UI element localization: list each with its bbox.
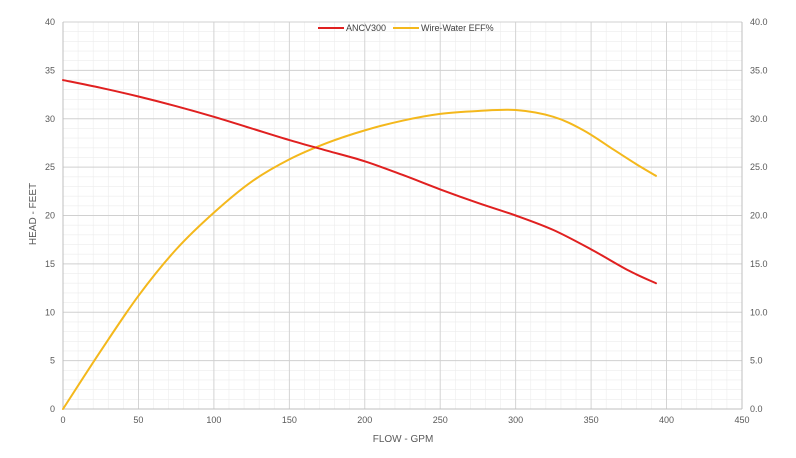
y2-tick-label: 30.0: [750, 114, 768, 124]
y2-tick-label: 15.0: [750, 259, 768, 269]
axes: 0 50 100 150 200 250 300 350 400 450 0 5 10 15 20 25 30 3…: [45, 17, 768, 425]
y2-tick-label: 10.0: [750, 307, 768, 317]
x-tick-label: 300: [508, 415, 523, 425]
y-tick-label: 30: [45, 114, 55, 124]
x-tick-label: 350: [584, 415, 599, 425]
y2-tick-label: 0.0: [750, 404, 763, 414]
y2-tick-label: 40.0: [750, 17, 768, 27]
y-tick-label: 5: [50, 356, 55, 366]
y-tick-label: 35: [45, 65, 55, 75]
legend: ANCV300 Wire-Water EFF%: [318, 23, 494, 33]
x-tick-label: 100: [206, 415, 221, 425]
y2-tick-label: 25.0: [750, 162, 768, 172]
series-lines: [62, 79, 657, 410]
x-tick-label: 450: [734, 415, 749, 425]
series-line-wire-water-eff: [62, 108, 657, 410]
y2-tick-label: 20.0: [750, 211, 768, 221]
legend-label: ANCV300: [346, 23, 386, 33]
y-tick-label: 10: [45, 307, 55, 317]
x-tick-label: 200: [357, 415, 372, 425]
x-tick-label: 250: [433, 415, 448, 425]
y2-tick-label: 35.0: [750, 65, 768, 75]
x-axis-title: FLOW - GPM: [373, 434, 434, 445]
y-tick-label: 15: [45, 259, 55, 269]
y-tick-label: 25: [45, 162, 55, 172]
y-tick-label: 20: [45, 211, 55, 221]
series-line-ancv300: [62, 79, 657, 285]
y-tick-label: 0: [50, 404, 55, 414]
x-tick-label: 0: [60, 415, 65, 425]
y2-tick-label: 5.0: [750, 356, 763, 366]
y-tick-label: 40: [45, 17, 55, 27]
x-tick-label: 150: [282, 415, 297, 425]
x-tick-label: 400: [659, 415, 674, 425]
legend-label: Wire-Water EFF%: [421, 23, 494, 33]
x-tick-label: 50: [133, 415, 143, 425]
y-axis-title: HEAD - FEET: [28, 183, 39, 245]
